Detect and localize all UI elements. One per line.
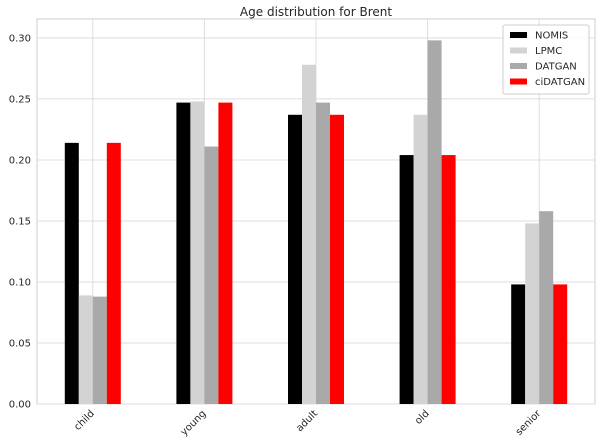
y-tick-label: 0.05 bbox=[9, 338, 31, 349]
y-tick-label: 0.00 bbox=[9, 400, 31, 411]
bar-lpmc-young bbox=[190, 101, 205, 404]
bar-cidatgan-young bbox=[218, 102, 233, 404]
x-tick-label: adult bbox=[294, 408, 320, 434]
legend-box bbox=[502, 24, 590, 95]
bar-cidatgan-senior bbox=[553, 284, 568, 404]
legend-swatch bbox=[510, 47, 527, 54]
bar-cidatgan-old bbox=[441, 155, 456, 404]
bar-cidatgan-child bbox=[106, 142, 121, 404]
bar-datgan-senior bbox=[539, 211, 554, 404]
bar-datgan-child bbox=[92, 296, 107, 404]
bars bbox=[64, 40, 568, 405]
bar-datgan-old bbox=[427, 40, 442, 405]
legend-swatch bbox=[510, 32, 527, 38]
x-axis: child young adult old senior bbox=[72, 408, 544, 438]
y-tick-label: 0.30 bbox=[9, 33, 31, 44]
x-tick-label: young bbox=[179, 408, 209, 438]
x-tick-label: senior bbox=[514, 408, 544, 438]
bar-datgan-young bbox=[204, 146, 219, 404]
x-tick-label: old bbox=[413, 408, 432, 427]
x-tick-label: child bbox=[72, 408, 97, 433]
legend-swatch bbox=[510, 78, 527, 85]
bar-nomis-old bbox=[399, 155, 414, 404]
chart-title: Age distribution for Brent bbox=[240, 5, 392, 19]
legend-label: NOMIS bbox=[535, 31, 568, 42]
legend: NOMIS LPMC DATGAN ciDATGAN bbox=[502, 24, 590, 95]
y-tick-label: 0.10 bbox=[9, 277, 31, 288]
bar-nomis-senior bbox=[511, 284, 526, 404]
bar-lpmc-child bbox=[78, 295, 93, 404]
legend-label: LPMC bbox=[535, 46, 562, 57]
legend-label: ciDATGAN bbox=[535, 77, 585, 88]
bar-lpmc-adult bbox=[302, 64, 316, 405]
bar-lpmc-senior bbox=[525, 223, 540, 404]
legend-swatch bbox=[510, 63, 527, 69]
y-axis: 0.00 0.05 0.10 0.15 0.20 0.25 0.30 bbox=[9, 33, 31, 410]
legend-label: DATGAN bbox=[535, 62, 577, 73]
bar-lpmc-old bbox=[413, 114, 428, 405]
y-tick-label: 0.20 bbox=[9, 155, 31, 166]
bar-nomis-young bbox=[176, 102, 191, 404]
bar-nomis-adult bbox=[288, 114, 302, 405]
y-tick-label: 0.15 bbox=[9, 216, 31, 227]
bar-cidatgan-adult bbox=[330, 114, 344, 405]
bar-nomis-child bbox=[64, 142, 79, 404]
y-tick-label: 0.25 bbox=[9, 94, 31, 105]
bar-datgan-adult bbox=[316, 102, 330, 404]
